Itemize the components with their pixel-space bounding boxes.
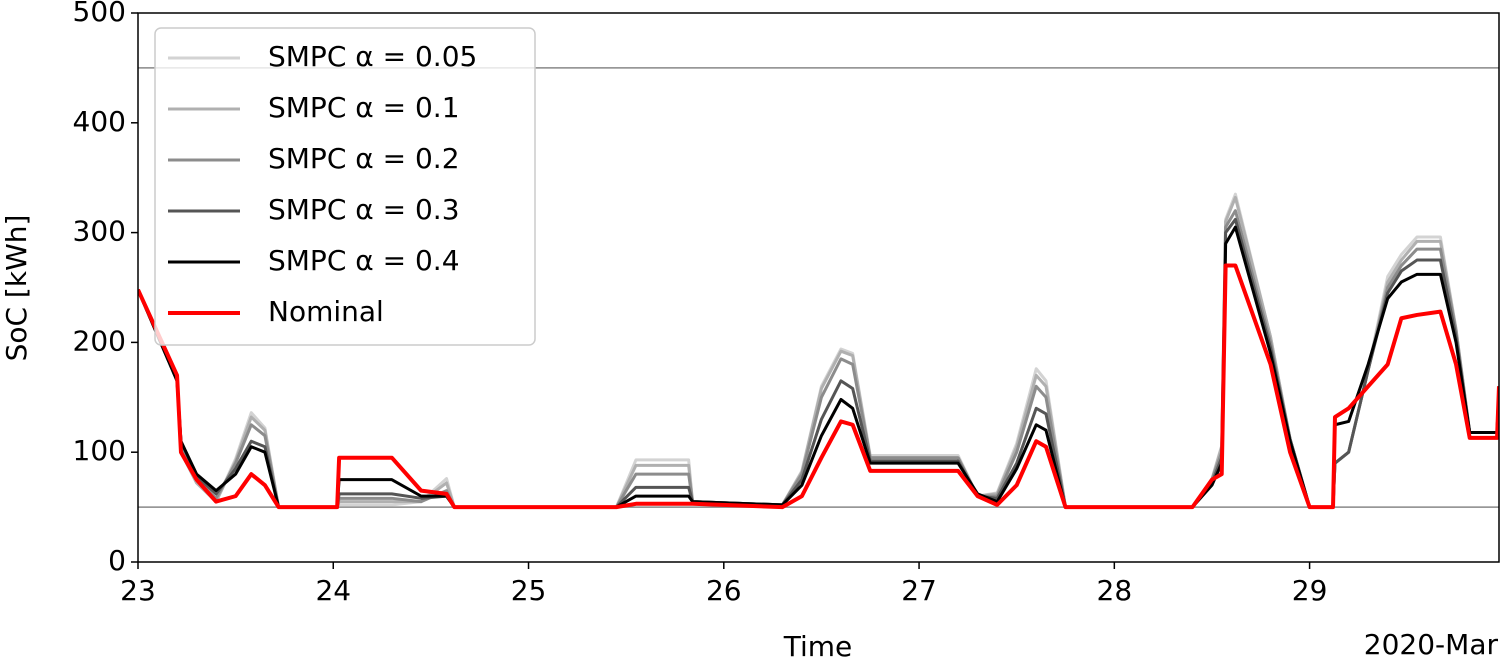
x-tick-label: 25 [511,574,547,607]
y-tick-label: 400 [73,105,126,138]
plot-frame [137,12,1500,563]
x-axis-label: Time [783,630,853,661]
x-tick-label: 29 [1292,574,1328,607]
y-tick-label: 0 [108,544,126,577]
x-tick-label: 27 [901,574,937,607]
series-line [138,263,1499,510]
legend-label: Nominal [268,295,384,328]
legend-label: SMPC α = 0.3 [268,193,460,226]
y-axis-label: SoC [kWh] [0,215,33,362]
x-offset-label: 2020-Mar [1364,628,1499,661]
x-tick-label: 23 [120,574,156,607]
legend-box [154,27,536,346]
x-tick-label: 28 [1097,574,1133,607]
x-tick-label: 26 [706,574,742,607]
legend-label: SMPC α = 0.4 [268,244,460,277]
legend-label: SMPC α = 0.2 [268,142,460,175]
legend-label: SMPC α = 0.05 [268,40,477,73]
y-tick-label: 300 [73,215,126,248]
y-tick-label: 100 [73,434,126,467]
x-tick-label: 24 [315,574,351,607]
y-tick-label: 500 [73,0,126,28]
y-tick-label: 200 [73,324,126,357]
legend-label: SMPC α = 0.1 [268,91,460,124]
